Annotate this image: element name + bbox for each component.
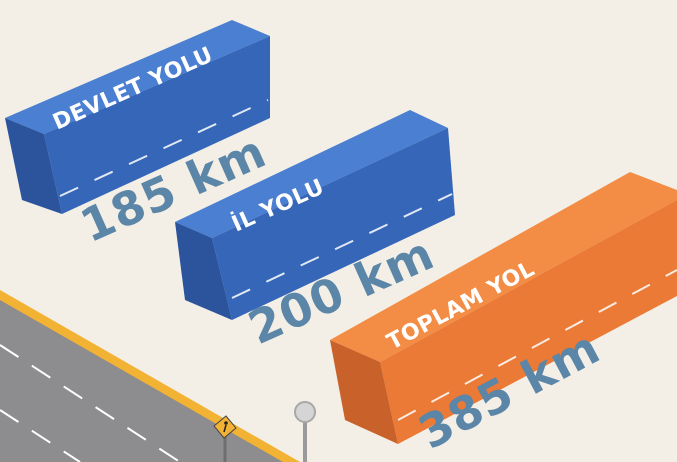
block-front xyxy=(44,36,270,214)
block-side xyxy=(5,118,62,214)
block-devlet-yolu: DEVLET YOLU 185 km xyxy=(5,20,274,253)
block-top xyxy=(175,110,448,238)
block-side xyxy=(330,340,398,444)
block-top xyxy=(5,20,270,134)
pedestrian-sign-icon xyxy=(213,415,237,462)
block-front xyxy=(380,200,677,444)
road-sign-post-icon xyxy=(294,401,316,462)
block-front xyxy=(212,128,455,320)
block-side xyxy=(175,222,232,320)
block-top xyxy=(330,172,677,362)
